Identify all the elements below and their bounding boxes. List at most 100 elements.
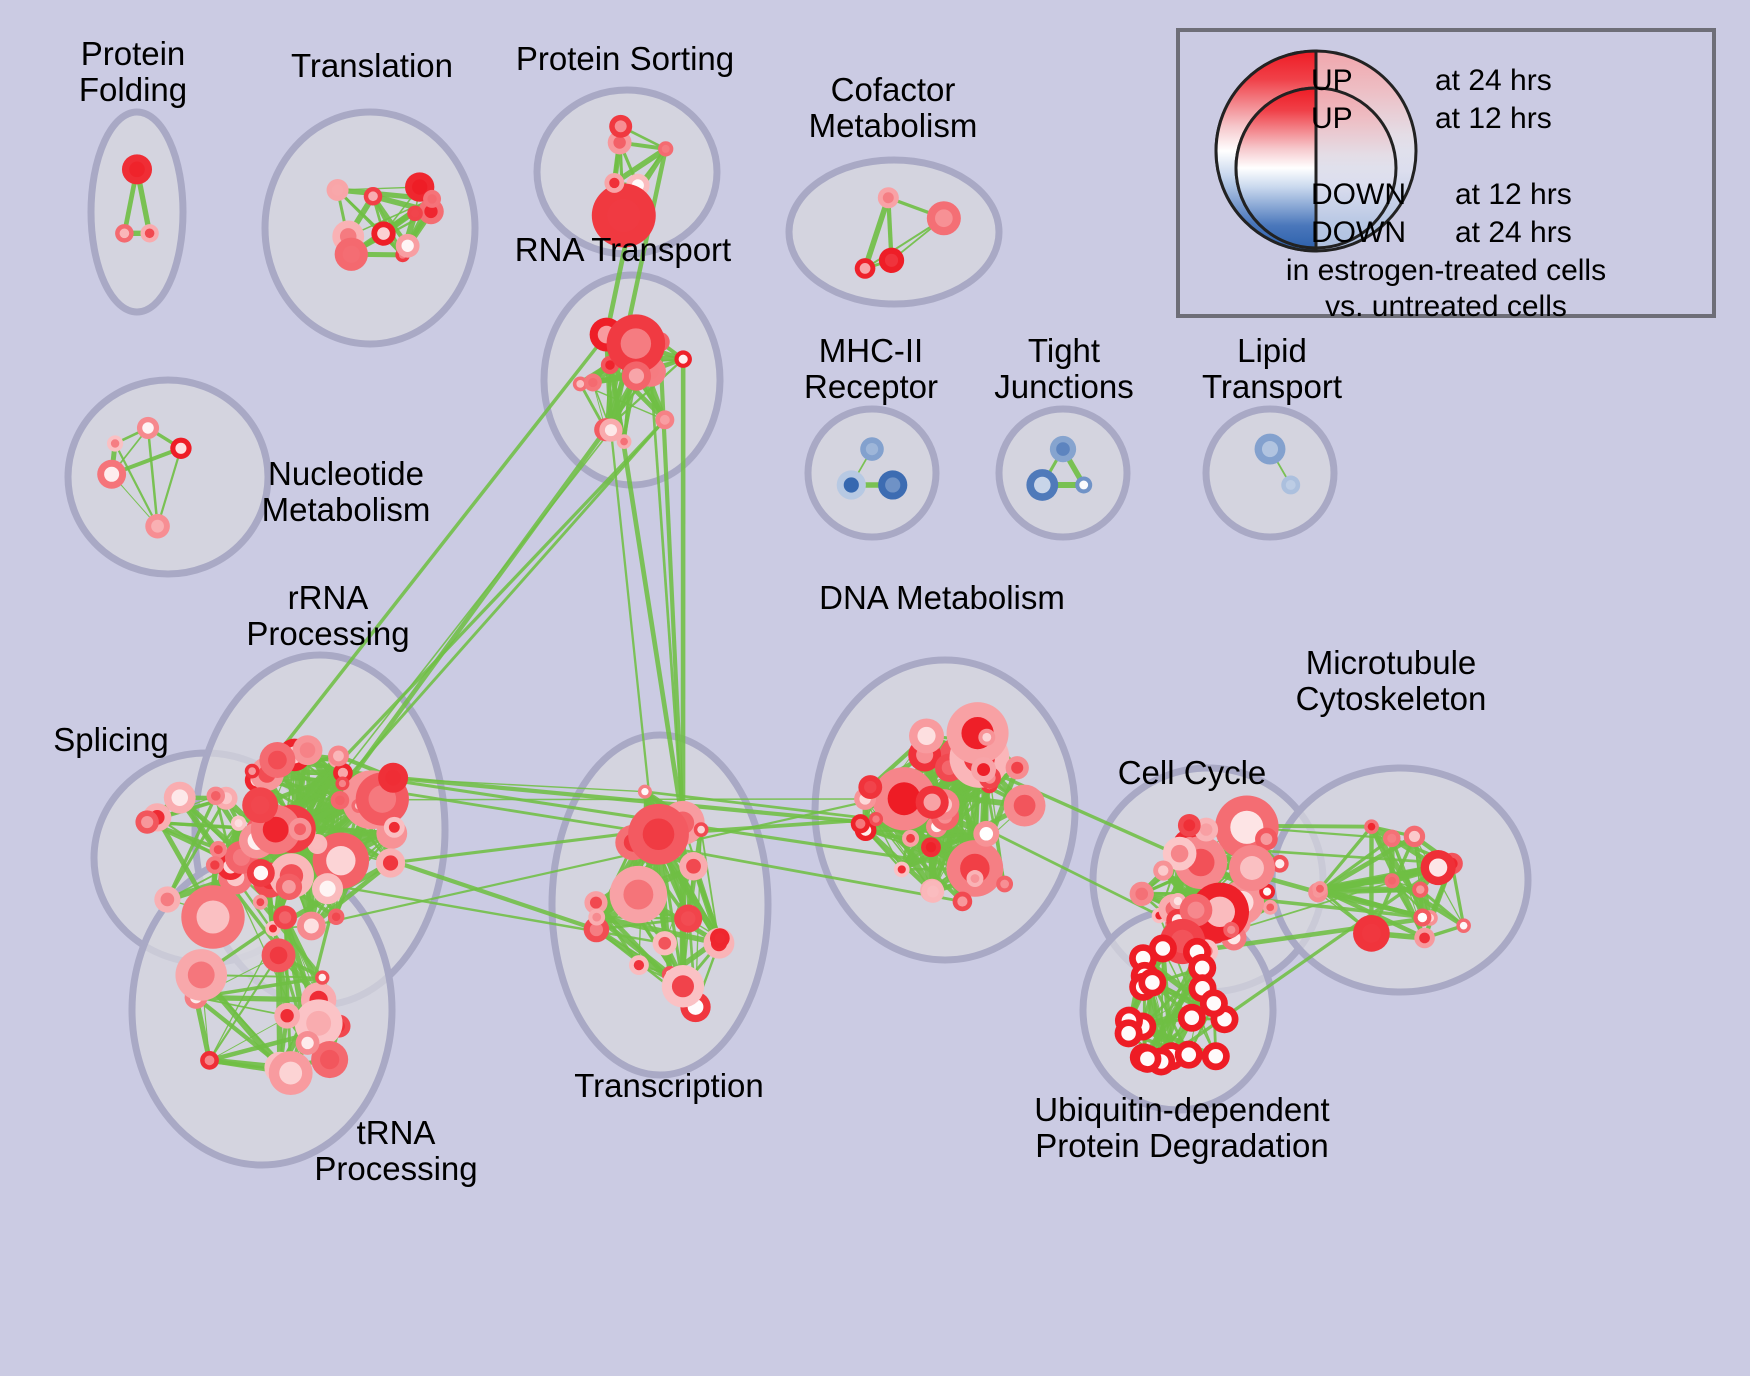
gene-node-inner-disc[interactable]: [1204, 896, 1235, 928]
gene-node-inner-disc[interactable]: [1260, 833, 1273, 845]
gene-node-inner-disc[interactable]: [1227, 925, 1236, 934]
gene-node-inner-disc[interactable]: [401, 239, 414, 252]
gene-node-inner-disc[interactable]: [269, 924, 278, 933]
gene-node-inner-disc[interactable]: [368, 191, 378, 202]
gene-node-inner-disc[interactable]: [301, 1036, 314, 1050]
gene-node-inner-disc[interactable]: [714, 933, 725, 944]
gene-node-inner-disc[interactable]: [906, 833, 915, 843]
gene-node-inner-disc[interactable]: [331, 184, 344, 196]
gene-node-inner-disc[interactable]: [1416, 885, 1425, 894]
gene-node-inner-disc[interactable]: [614, 120, 627, 133]
gene-node-inner-disc[interactable]: [377, 227, 390, 240]
gene-node-inner-disc[interactable]: [864, 780, 877, 794]
gene-node-inner-disc[interactable]: [385, 769, 401, 786]
gene-node-inner-disc[interactable]: [388, 821, 400, 833]
gene-node-inner-disc[interactable]: [1187, 901, 1205, 919]
gene-node-inner-disc[interactable]: [110, 439, 120, 448]
gene-node-inner-disc[interactable]: [234, 819, 243, 828]
gene-node-inner-disc[interactable]: [1199, 823, 1213, 836]
gene-node-inner-disc[interactable]: [338, 779, 347, 788]
gene-node-inner-disc[interactable]: [171, 789, 189, 806]
gene-node-inner-disc[interactable]: [412, 179, 428, 195]
gene-node-inner-disc[interactable]: [337, 767, 349, 778]
gene-node-inner-disc[interactable]: [248, 767, 256, 775]
gene-node-inner-disc[interactable]: [142, 422, 154, 434]
gene-node-inner-disc[interactable]: [1408, 830, 1421, 842]
gene-node-inner-disc[interactable]: [1316, 884, 1324, 893]
gene-node-inner-disc[interactable]: [1056, 442, 1070, 456]
gene-node-inner-disc[interactable]: [213, 845, 223, 855]
gene-node-inner-disc[interactable]: [1419, 932, 1430, 944]
gene-node-inner-disc[interactable]: [1173, 896, 1183, 906]
gene-node-inner-disc[interactable]: [628, 368, 645, 384]
gene-node-inner-disc[interactable]: [1184, 1010, 1200, 1026]
gene-node-inner-disc[interactable]: [175, 442, 187, 454]
gene-node-inner-disc[interactable]: [872, 815, 880, 823]
gene-node-inner-disc[interactable]: [319, 880, 336, 897]
gene-node-inner-disc[interactable]: [141, 815, 154, 829]
gene-node-inner-disc[interactable]: [1157, 865, 1169, 876]
gene-node-inner-disc[interactable]: [1011, 761, 1024, 774]
gene-node-inner-disc[interactable]: [604, 424, 618, 437]
gene-node-inner-disc[interactable]: [623, 879, 654, 910]
gene-node-inner-disc[interactable]: [1135, 887, 1149, 901]
gene-node-inner-disc[interactable]: [588, 377, 598, 388]
gene-node-inner-disc[interactable]: [342, 245, 360, 263]
gene-node-inner-disc[interactable]: [119, 228, 130, 239]
gene-node-inner-disc[interactable]: [1428, 858, 1448, 877]
gene-node-inner-disc[interactable]: [576, 380, 585, 388]
gene-node-inner-disc[interactable]: [977, 763, 991, 777]
gene-node-inner-disc[interactable]: [320, 1049, 340, 1070]
gene-node-inner-disc[interactable]: [1183, 819, 1196, 832]
gene-node-inner-disc[interactable]: [268, 750, 287, 770]
gene-node-inner-disc[interactable]: [250, 795, 270, 815]
gene-node-inner-disc[interactable]: [678, 354, 688, 364]
gene-node-inner-disc[interactable]: [658, 936, 672, 950]
gene-node-inner-disc[interactable]: [1417, 912, 1428, 923]
gene-node-inner-disc[interactable]: [1135, 950, 1151, 966]
gene-node-inner-disc[interactable]: [1194, 960, 1210, 976]
gene-node-inner-disc[interactable]: [1181, 1047, 1197, 1062]
gene-node-inner-disc[interactable]: [1261, 441, 1279, 458]
gene-node-inner-disc[interactable]: [424, 204, 438, 219]
gene-node-inner-disc[interactable]: [957, 896, 968, 907]
gene-node-inner-disc[interactable]: [1000, 879, 1009, 889]
gene-node-inner-disc[interactable]: [269, 946, 288, 965]
gene-node-inner-disc[interactable]: [607, 198, 641, 233]
gene-node-inner-disc[interactable]: [1275, 859, 1285, 869]
gene-node-inner-disc[interactable]: [934, 209, 953, 228]
gene-node-inner-disc[interactable]: [620, 437, 628, 446]
gene-node-inner-disc[interactable]: [613, 136, 626, 149]
gene-node-inner-disc[interactable]: [1230, 810, 1264, 844]
gene-node-inner-disc[interactable]: [306, 1010, 332, 1036]
gene-node-inner-disc[interactable]: [333, 750, 344, 762]
gene-node-inner-disc[interactable]: [1208, 1048, 1224, 1064]
gene-node-inner-disc[interactable]: [917, 726, 936, 746]
gene-node-inner-disc[interactable]: [104, 466, 120, 482]
gene-node-inner-disc[interactable]: [129, 161, 145, 178]
gene-node-inner-disc[interactable]: [1361, 923, 1381, 943]
gene-node-inner-disc[interactable]: [410, 209, 420, 218]
gene-node-inner-disc[interactable]: [605, 360, 615, 370]
gene-node-inner-disc[interactable]: [335, 795, 345, 806]
gene-node-inner-disc[interactable]: [661, 144, 670, 153]
gene-node-inner-disc[interactable]: [923, 793, 941, 811]
gene-node-inner-disc[interactable]: [278, 911, 292, 924]
gene-node-inner-disc[interactable]: [382, 855, 399, 871]
gene-node-inner-disc[interactable]: [925, 842, 937, 853]
gene-node-inner-disc[interactable]: [1121, 1026, 1136, 1041]
gene-node-inner-disc[interactable]: [1285, 480, 1296, 490]
gene-node-inner-disc[interactable]: [589, 896, 603, 909]
gene-node-inner-disc[interactable]: [1079, 480, 1089, 490]
gene-node-inner-disc[interactable]: [865, 442, 879, 456]
gene-node-inner-disc[interactable]: [210, 860, 220, 870]
gene-node-inner-disc[interactable]: [642, 818, 675, 851]
gene-node-inner-disc[interactable]: [1013, 794, 1036, 817]
gene-node-inner-disc[interactable]: [1266, 903, 1275, 912]
gene-node-inner-disc[interactable]: [926, 885, 939, 898]
gene-node-inner-disc[interactable]: [144, 228, 155, 239]
gene-node-inner-disc[interactable]: [855, 818, 866, 829]
gene-node-inner-disc[interactable]: [256, 898, 265, 907]
gene-node-inner-disc[interactable]: [279, 1061, 303, 1085]
gene-node-inner-disc[interactable]: [680, 911, 696, 926]
